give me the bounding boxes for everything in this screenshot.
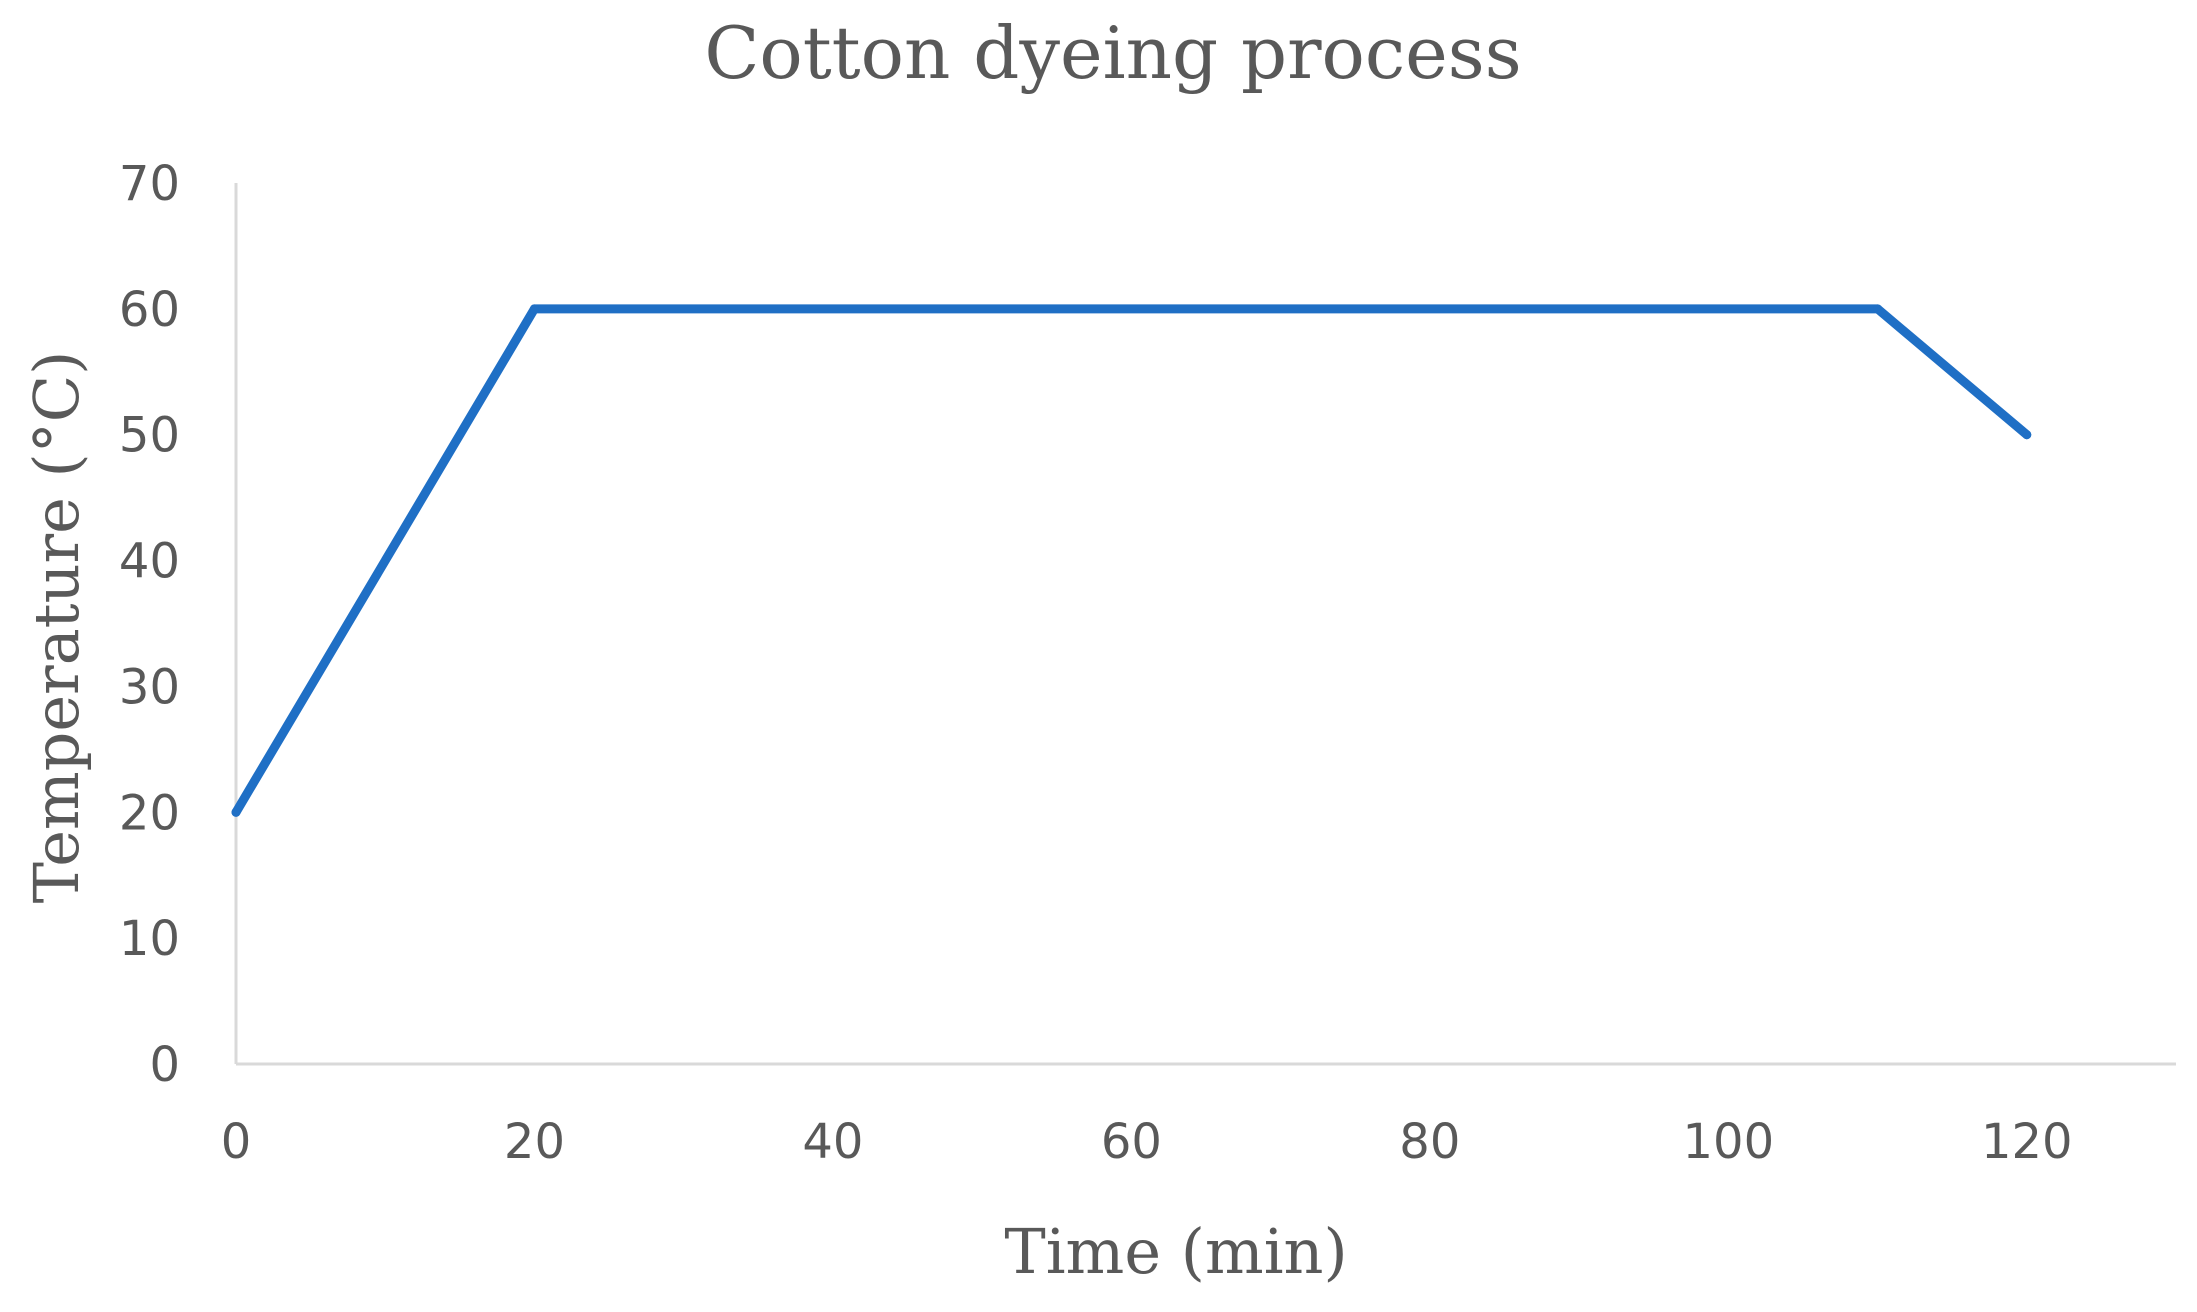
data-point: [1873, 304, 1883, 314]
x-tick-label: 80: [1399, 1114, 1460, 1170]
y-axis-ticks: 0 10 20 30 40 50 60 70: [119, 156, 180, 1093]
x-tick-label: 0: [221, 1114, 252, 1170]
y-tick-label: 30: [119, 659, 180, 715]
y-axis-label: Temperature (°C): [20, 351, 93, 904]
data-point: [231, 807, 241, 817]
y-tick-label: 10: [119, 911, 180, 967]
x-tick-label: 20: [504, 1114, 565, 1170]
y-tick-label: 20: [119, 785, 180, 841]
y-tick-label: 40: [119, 534, 180, 590]
y-tick-label: 70: [119, 156, 180, 212]
y-tick-label: 50: [119, 408, 180, 464]
x-axis-ticks: 0 20 40 60 80 100 120: [221, 1114, 2073, 1170]
data-point: [529, 304, 539, 314]
x-tick-label: 120: [1981, 1114, 2073, 1170]
x-tick-label: 40: [802, 1114, 863, 1170]
chart-title: Cotton dyeing process: [704, 11, 1521, 95]
y-tick-label: 60: [119, 282, 180, 338]
x-tick-label: 60: [1101, 1114, 1162, 1170]
y-tick-label: 0: [149, 1037, 180, 1093]
series-line: [231, 304, 2032, 817]
x-axis-label: Time (min): [1004, 1215, 1347, 1288]
data-point: [2022, 430, 2032, 440]
series-layer: [231, 304, 2032, 817]
x-tick-label: 100: [1682, 1114, 1774, 1170]
